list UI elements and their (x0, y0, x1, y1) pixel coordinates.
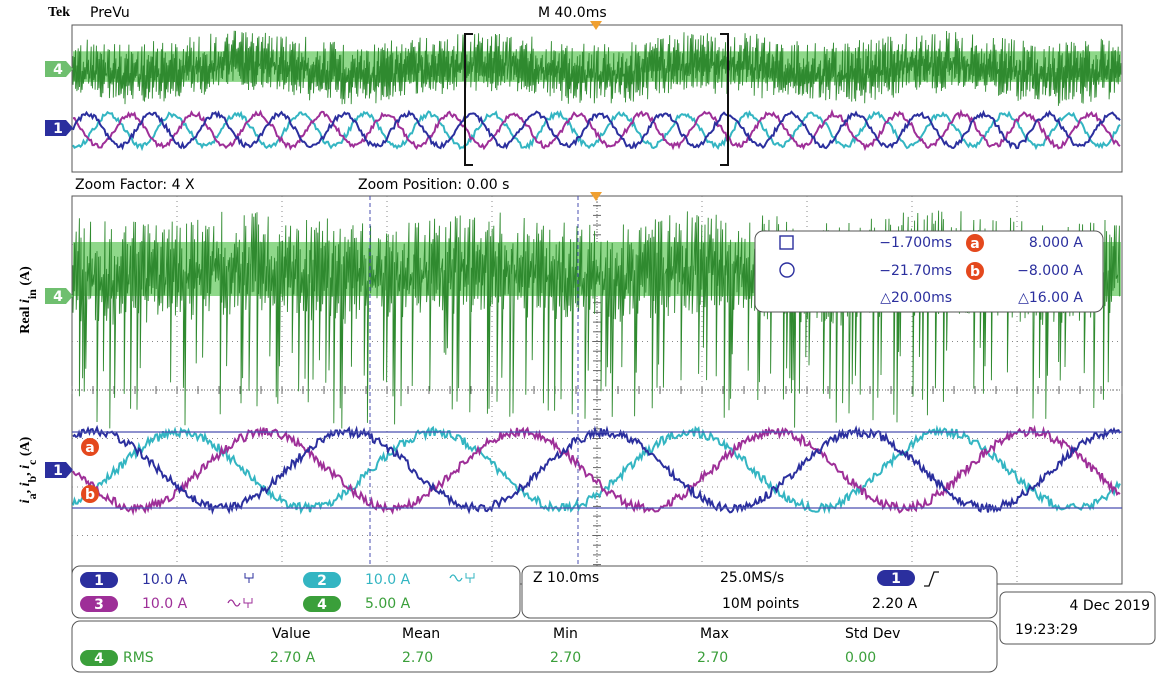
axis-label-part: , (18, 486, 33, 493)
cursor-b-value: −8.000 A (1017, 263, 1083, 279)
channel-marker-label: 1 (53, 463, 63, 479)
measurement-name: RMS (123, 650, 154, 666)
channel-badge-label: 1 (94, 573, 104, 589)
time: 19:23:29 (1015, 622, 1078, 638)
record-length: 10M points (722, 596, 799, 612)
channel-panel (72, 566, 520, 618)
cursor-badge-label: a (85, 440, 94, 456)
cursor-t1: −1.700ms (879, 235, 952, 251)
axis-label-part: , (18, 469, 33, 476)
measurement-value: 2.70 A (270, 650, 316, 666)
date: 4 Dec 2019 (1069, 598, 1150, 614)
cursor-t2: −21.70ms (879, 263, 952, 279)
brand: Tek (48, 5, 70, 20)
timebase: M 40.0ms (538, 5, 607, 21)
channel-scale: 5.00 A (365, 596, 411, 612)
channel-marker-label: 4 (53, 289, 63, 305)
measurement-header: Max (700, 626, 729, 642)
channel-badge-label: 4 (94, 651, 104, 667)
measurement-value: 0.00 (845, 650, 876, 666)
axis-label-part: (A) (18, 436, 33, 459)
cursor-a-value: 8.000 A (1029, 235, 1084, 251)
channel-marker-label: 1 (53, 121, 63, 137)
zoom-factor: Zoom Factor: 4 X (75, 177, 195, 193)
channel-badge-label: 2 (317, 573, 327, 589)
measurement-value: 2.70 (697, 650, 728, 666)
cursor-badge-label: b (85, 487, 95, 503)
measurement-value: 2.70 (550, 650, 581, 666)
measurement-header: Std Dev (845, 626, 900, 642)
channel-marker-label: 4 (53, 62, 63, 78)
measurement-value: 2.70 (402, 650, 433, 666)
zoom-scale: Z 10.0ms (533, 570, 599, 586)
axis-label-part: (A) (18, 266, 33, 289)
measurement-header: Min (553, 626, 578, 642)
scope-screen: Tek PreVu M 40.0ms Zoom Factor: 4 X Zoom Pos… (0, 0, 1158, 677)
mode: PreVu (90, 5, 130, 21)
channel-scale: 10.0 A (142, 596, 188, 612)
cursor-badge-label: b (970, 264, 980, 280)
sample-rate: 25.0MS/s (720, 570, 784, 586)
trigger-level: 2.20 A (872, 596, 918, 612)
channel-badge-label: 3 (94, 597, 104, 613)
axis-label-part: in (25, 289, 39, 299)
channel-scale: 10.0 A (142, 572, 188, 588)
cursor-dv: △16.00 A (1018, 290, 1083, 306)
measurement-header: Value (272, 626, 310, 642)
overview-frame (72, 25, 1122, 172)
cursor-badge-label: a (970, 236, 979, 252)
channel-badge-label: 1 (891, 571, 901, 587)
zoom-position: Zoom Position: 0.00 s (358, 177, 509, 193)
channel-badge-label: 4 (317, 597, 327, 613)
axis-label-part: Real (18, 303, 33, 334)
channel-scale: 10.0 A (365, 572, 411, 588)
measurement-header: Mean (402, 626, 440, 642)
cursor-dt: △20.00ms (880, 290, 952, 306)
